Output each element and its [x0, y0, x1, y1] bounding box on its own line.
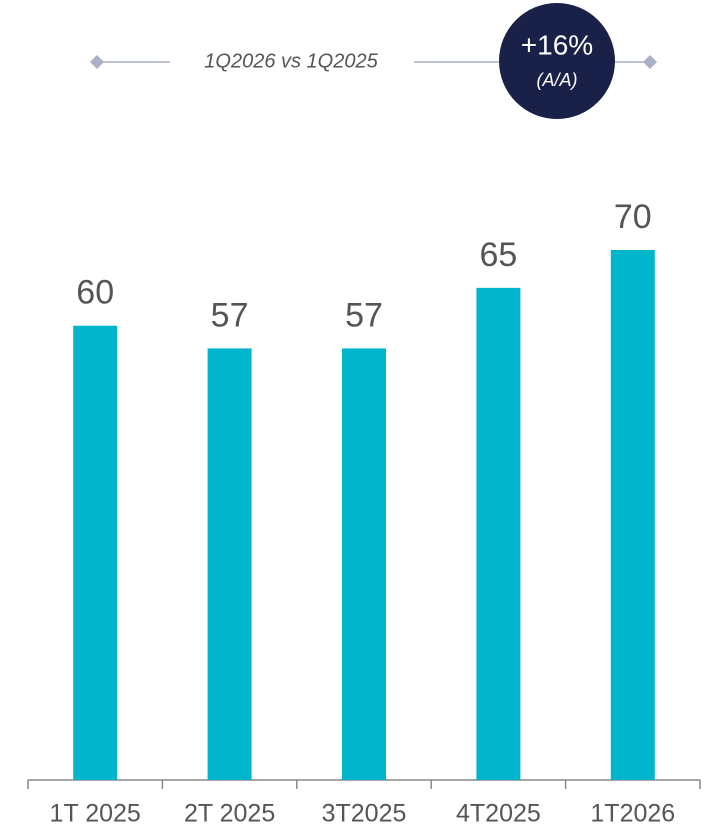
bar: [207, 348, 252, 780]
bar: [73, 325, 118, 780]
bar: [610, 250, 655, 780]
value-label: 57: [345, 296, 383, 334]
value-label: 57: [211, 296, 249, 334]
x-tick-label: 1T2026: [590, 800, 675, 828]
value-label: 60: [76, 274, 114, 312]
value-label: 70: [614, 198, 652, 236]
x-tick-label: 2T 2025: [184, 800, 275, 828]
value-label: 65: [479, 236, 517, 274]
comparison-label: 1Q2026 vs 1Q2025: [204, 50, 378, 72]
x-tick-label: 3T2025: [322, 800, 407, 828]
change-value: +16%: [521, 29, 593, 60]
diamond: [643, 55, 657, 69]
bar: [342, 348, 386, 780]
bar: [476, 287, 521, 780]
x-tick-label: 1T 2025: [50, 800, 141, 828]
change-note: (A/A): [536, 70, 577, 90]
diamond: [90, 55, 104, 69]
x-tick-label: 4T2025: [456, 800, 541, 828]
change-badge: [499, 3, 615, 119]
